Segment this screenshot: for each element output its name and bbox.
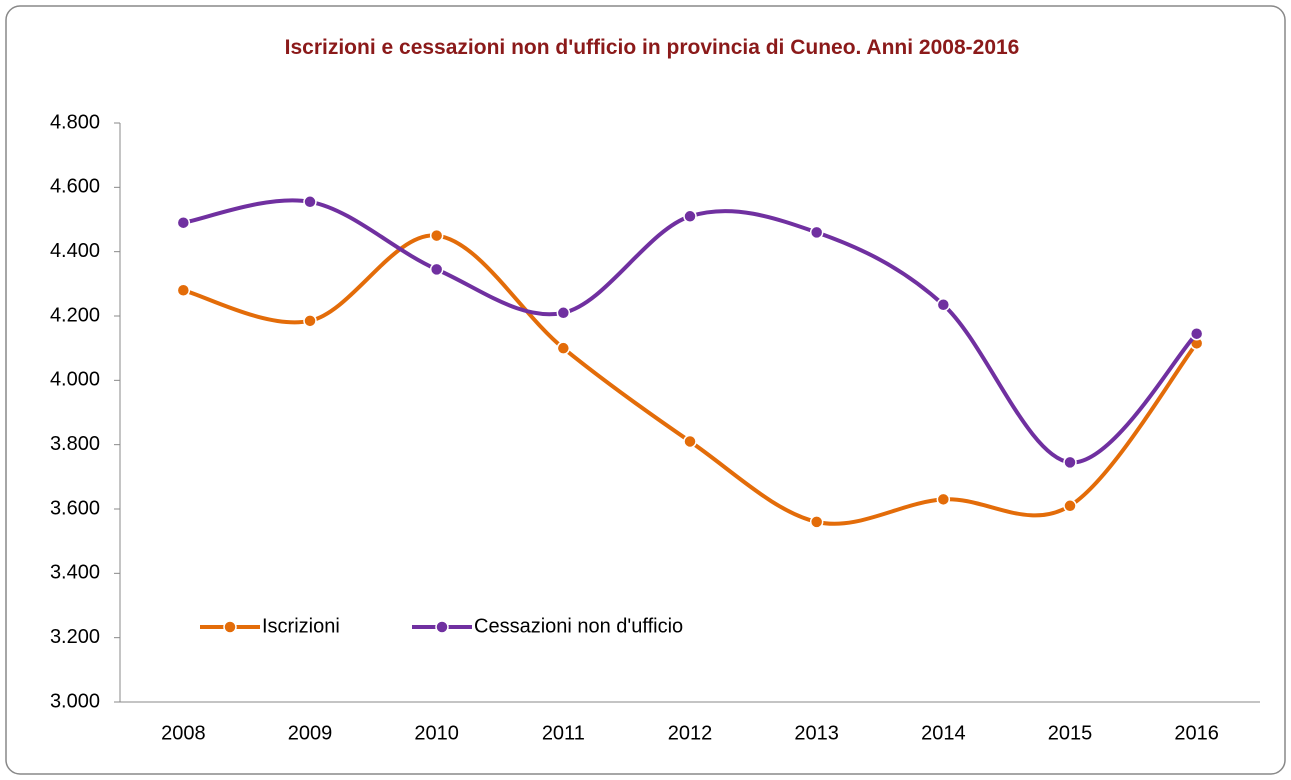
data-point: [429, 262, 444, 277]
chart-title: Iscrizioni e cessazioni non d'ufficio in…: [284, 36, 1020, 59]
y-tick-label: 4.800: [50, 111, 100, 133]
data-point: [936, 297, 951, 312]
chart-frame: [5, 5, 1286, 775]
x-tick-label: 2008: [161, 722, 206, 744]
y-tick-label: 3.600: [50, 497, 100, 519]
data-point: [809, 225, 824, 240]
data-point: [303, 195, 317, 209]
data-point: [556, 306, 571, 320]
data-point: [809, 515, 824, 529]
data-point: [1063, 499, 1077, 513]
x-tick-label: 2010: [414, 722, 459, 744]
data-point: [176, 283, 191, 298]
data-point: [1189, 326, 1204, 341]
y-tick-label: 4.000: [50, 369, 100, 391]
x-tick-label: 2009: [288, 722, 333, 744]
legend-marker: [223, 620, 237, 634]
legend-label: Iscrizioni: [262, 615, 340, 637]
data-point: [556, 341, 571, 355]
y-tick-label: 4.400: [50, 240, 100, 262]
y-tick-label: 4.200: [50, 304, 100, 326]
y-tick-label: 4.600: [50, 176, 100, 198]
legend-marker: [435, 620, 449, 634]
data-point: [429, 228, 444, 243]
data-point: [683, 209, 697, 224]
data-point: [936, 492, 951, 507]
data-point: [683, 434, 697, 449]
series-line: [182, 198, 1199, 465]
data-point: [176, 215, 191, 230]
x-tick-label: 2016: [1174, 722, 1219, 744]
y-tick-label: 3.200: [50, 626, 100, 648]
x-tick-label: 2015: [1048, 722, 1093, 744]
x-tick-label: 2014: [921, 722, 966, 744]
data-point: [1063, 455, 1077, 470]
x-tick-label: 2013: [794, 722, 839, 744]
y-tick-label: 3.000: [50, 690, 100, 712]
legend-label: Cessazioni non d'ufficio: [474, 615, 683, 637]
data-point: [303, 314, 317, 328]
x-tick-label: 2011: [542, 722, 585, 744]
y-tick-label: 3.400: [50, 562, 100, 584]
x-tick-label: 2012: [668, 722, 713, 744]
y-tick-label: 3.800: [50, 433, 100, 455]
